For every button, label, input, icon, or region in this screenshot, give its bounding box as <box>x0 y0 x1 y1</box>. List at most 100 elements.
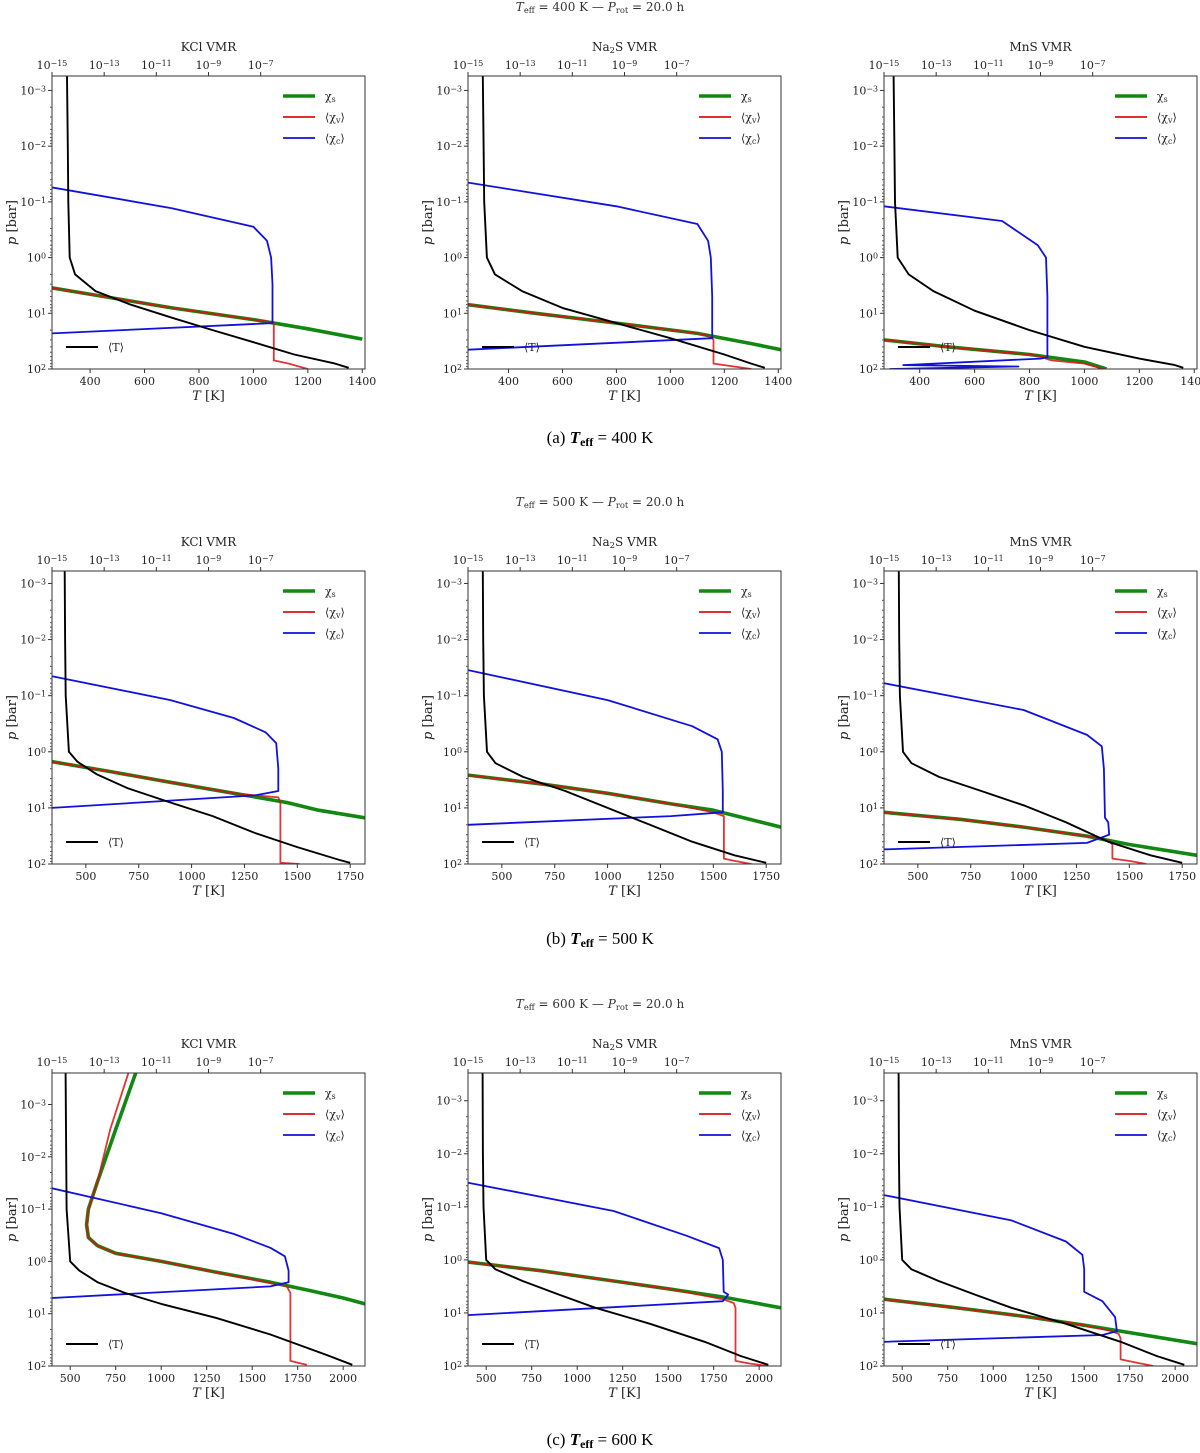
y-tick-label: 101 <box>27 802 46 815</box>
y-tick-label: 102 <box>27 1360 46 1373</box>
x-tick-label: 500 <box>907 870 928 883</box>
legend-label: χs <box>1157 1087 1168 1101</box>
series-chi-c-line <box>884 682 1111 851</box>
x-axis-label: T [K] <box>192 389 225 404</box>
y-tick-label: 101 <box>859 1307 878 1320</box>
legend-label: ⟨χc⟩ <box>741 1129 761 1143</box>
top-tick-label: 10−13 <box>89 59 120 72</box>
top-tick-label: 10−9 <box>196 1056 222 1069</box>
y-tick-label: 100 <box>27 746 46 759</box>
x-tick-label: 1750 <box>336 870 364 883</box>
chart-panel-kcl-1: 400 600 800 1000 1200 1400 T [K] 10−3 10−2 10−1 10… <box>5 40 376 404</box>
legend-label: ⟨χv⟩ <box>1157 606 1177 620</box>
x-tick-label: 1500 <box>699 870 727 883</box>
x-axis-label: T [K] <box>1024 884 1057 899</box>
legend-label: ⟨χc⟩ <box>741 132 761 146</box>
x-tick-label: 1250 <box>609 1372 637 1385</box>
top-tick-label: 10−15 <box>869 1056 900 1069</box>
x-tick-label: 1200 <box>710 375 738 388</box>
top-tick-label: 10−7 <box>664 59 690 72</box>
panel-title: Na2S VMR <box>592 535 658 550</box>
x-tick-label: 1000 <box>147 1372 175 1385</box>
y-tick-label: 10−2 <box>852 140 878 153</box>
series-chi-v-line <box>468 303 752 369</box>
top-tick-label: 10−9 <box>196 554 222 567</box>
top-tick-label: 10−13 <box>89 554 120 567</box>
y-tick-label: 102 <box>859 1360 878 1373</box>
top-tick-label: 10−11 <box>557 1056 588 1069</box>
y-tick-label: 10−3 <box>436 84 462 97</box>
legend-label: ⟨χc⟩ <box>325 132 345 146</box>
legend-label: ⟨χc⟩ <box>1157 1129 1177 1143</box>
panel-title: Na2S VMR <box>592 40 658 55</box>
legend-label: χs <box>325 1087 336 1101</box>
y-tick-label: 10−1 <box>20 196 46 209</box>
top-tick-label: 10−7 <box>664 1056 690 1069</box>
y-tick-label: 10−3 <box>852 1095 878 1108</box>
legend-label: ⟨T⟩ <box>108 341 124 354</box>
y-tick-label: 10−1 <box>852 1201 878 1214</box>
x-tick-label: 1000 <box>178 870 206 883</box>
top-tick-label: 10−7 <box>248 554 274 567</box>
plot-area <box>884 571 1197 864</box>
x-tick-label: 500 <box>75 870 96 883</box>
x-tick-label: 1200 <box>294 375 322 388</box>
plot-area <box>52 76 363 369</box>
x-tick-label: 2000 <box>1161 1372 1189 1385</box>
y-axis-label: p [bar] <box>421 1197 436 1242</box>
top-tick-label: 10−13 <box>505 59 536 72</box>
series-chi-c-line <box>468 1181 730 1316</box>
x-tick-label: 1000 <box>656 375 684 388</box>
chart-panel-na2s-3: 500 750 1000 1250 1500 1750 2000 T [K] 10−3 10−2 1… <box>421 1037 782 1401</box>
series-temperature-line <box>481 1073 769 1366</box>
legend-label: χs <box>1157 585 1168 599</box>
chart-panel-kcl-3: 500 750 1000 1250 1500 1750 2000 T [K] 10−3 10−2 1… <box>5 1037 366 1401</box>
series-chi-v-line <box>884 811 1147 864</box>
y-tick-label: 10−3 <box>20 577 46 590</box>
legend-label: ⟨χv⟩ <box>325 606 345 620</box>
x-tick-label: 1250 <box>646 870 674 883</box>
series-temperature-line <box>481 571 767 864</box>
x-tick-label: 1200 <box>1125 375 1153 388</box>
y-tick-label: 10−2 <box>852 1148 878 1161</box>
legend-label: χs <box>741 90 752 104</box>
y-tick-label: 10−3 <box>852 577 878 590</box>
panel-title: Na2S VMR <box>592 1037 658 1052</box>
x-tick-label: 400 <box>909 375 930 388</box>
top-tick-label: 10−7 <box>248 59 274 72</box>
y-axis-label: p [bar] <box>837 1197 852 1242</box>
x-axis-label: T [K] <box>1024 1386 1057 1401</box>
legend-label: ⟨χc⟩ <box>325 1129 345 1143</box>
y-tick-label: 10−1 <box>20 689 46 702</box>
series-chi-v-line <box>468 1261 769 1366</box>
x-tick-label: 500 <box>476 1372 497 1385</box>
legend-label: ⟨χv⟩ <box>1157 111 1177 125</box>
legend-label: ⟨T⟩ <box>940 1338 956 1351</box>
top-tick-label: 10−15 <box>453 554 484 567</box>
y-tick-label: 101 <box>859 307 878 320</box>
axes-frame <box>467 570 782 865</box>
y-tick-label: 10−3 <box>436 577 462 590</box>
x-tick-label: 1400 <box>1180 375 1200 388</box>
x-tick-label: 750 <box>937 1372 958 1385</box>
top-tick-label: 10−9 <box>1028 554 1054 567</box>
y-axis-label: p [bar] <box>5 695 20 740</box>
x-tick-label: 1250 <box>230 870 258 883</box>
axes-frame <box>467 1072 782 1367</box>
top-tick-label: 10−11 <box>973 59 1004 72</box>
y-tick-label: 101 <box>27 307 46 320</box>
top-tick-label: 10−15 <box>869 554 900 567</box>
panel-title: KCl VMR <box>181 40 237 54</box>
legend-label: χs <box>325 585 336 599</box>
y-tick-label: 100 <box>859 251 878 264</box>
axes-frame <box>51 1072 366 1367</box>
x-axis-label: T [K] <box>608 389 641 404</box>
panel-title: KCl VMR <box>181 535 237 549</box>
top-tick-label: 10−15 <box>453 59 484 72</box>
x-tick-label: 2000 <box>745 1372 773 1385</box>
series-chi-v-line <box>52 287 309 369</box>
x-tick-label: 1500 <box>238 1372 266 1385</box>
y-axis-label: p [bar] <box>5 200 20 245</box>
x-tick-label: 800 <box>1019 375 1040 388</box>
